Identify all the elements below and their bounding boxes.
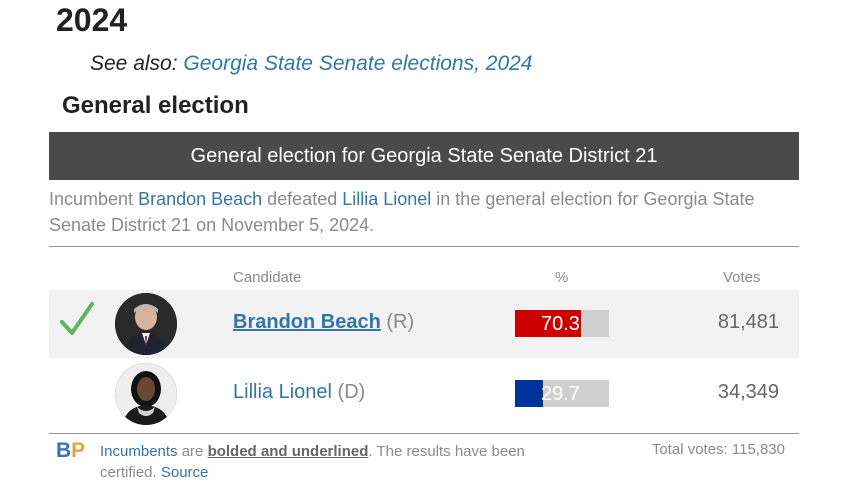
election-summary: Incumbent Brandon Beach defeated Lillia … — [49, 186, 789, 238]
total-votes: Total votes: 115,830 — [651, 441, 785, 458]
footnote-emphasis: bolded and underlined — [207, 443, 369, 460]
avatar — [115, 293, 177, 355]
percent-bar-fill — [515, 380, 543, 407]
election-header: General election for Georgia State Senat… — [49, 132, 799, 180]
candidate-name-link[interactable]: Lillia Lionel — [233, 381, 332, 403]
candidate-party: (R) — [386, 311, 415, 333]
percent-bar: 29.7 — [515, 380, 609, 407]
candidate-row: Lillia Lionel (D) 29.7 34,349 — [49, 360, 799, 428]
summary-text: defeated — [262, 189, 343, 209]
winner-link[interactable]: Brandon Beach — [138, 189, 263, 209]
check-icon — [60, 302, 94, 335]
logo-b: B — [56, 439, 72, 462]
source-link[interactable]: Source — [160, 464, 209, 481]
election-header-text: General election for Georgia State Senat… — [190, 144, 658, 167]
percent-value: 29.7 — [541, 383, 580, 405]
column-header-percent: % — [555, 269, 569, 286]
see-also-prefix: See also: — [90, 52, 178, 75]
see-also: See also: Georgia State Senate elections… — [90, 52, 532, 76]
logo-p: P — [71, 439, 86, 462]
candidate-cell: Lillia Lionel (D) — [233, 381, 365, 404]
column-header-votes: Votes — [723, 269, 761, 286]
candidate-name-link[interactable]: Brandon Beach — [233, 311, 381, 333]
percent-bar: 70.3 — [515, 310, 609, 337]
percent-bar-fill — [515, 310, 582, 337]
column-header-candidate: Candidate — [233, 269, 302, 286]
candidate-party: (D) — [337, 381, 366, 403]
see-also-link[interactable]: Georgia State Senate elections, 2024 — [183, 52, 533, 75]
divider — [49, 433, 799, 434]
results-footnote: Incumbents are bolded and underlined. Th… — [100, 441, 580, 483]
loser-link[interactable]: Lillia Lionel — [342, 189, 432, 209]
divider — [49, 246, 799, 247]
incumbents-link[interactable]: Incumbents — [100, 443, 178, 460]
candidate-cell: Brandon Beach (R) — [233, 311, 414, 334]
vote-count: 34,349 — [717, 381, 779, 403]
footnote-text: . The results have been certified. — [100, 443, 525, 481]
section-title: General election — [62, 92, 249, 119]
percent-value: 70.3 — [541, 313, 580, 335]
year-heading: 2024 — [56, 2, 128, 38]
avatar — [115, 363, 177, 425]
summary-text: in the general election for Georgia Stat… — [49, 189, 755, 235]
vote-count: 81,481 — [717, 311, 779, 333]
candidate-row: Brandon Beach (R) 70.3 81,481 — [49, 290, 799, 358]
summary-text: Incumbent — [49, 189, 139, 209]
footnote-text: are — [177, 443, 208, 460]
ballotpedia-logo: BP — [56, 439, 85, 463]
